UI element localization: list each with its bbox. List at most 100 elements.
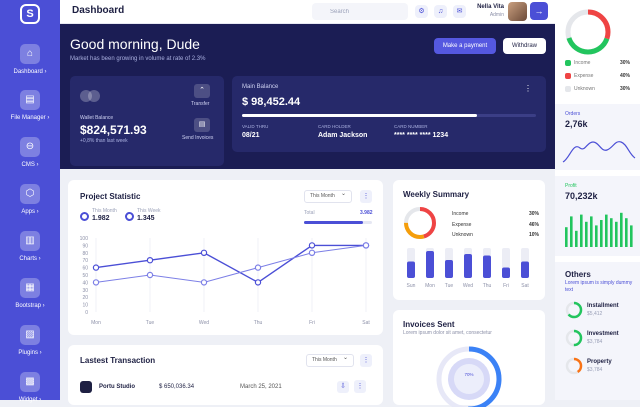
invoices-center-label: 70%	[464, 372, 474, 377]
balance-title: Main Balance	[242, 84, 279, 90]
profit-value: 70,232k	[565, 191, 598, 201]
weekly-donut	[404, 207, 436, 239]
right-unknown-pct: 30%	[620, 86, 631, 92]
valid-thru-value: 08/21	[242, 132, 260, 139]
total-progress-fill	[304, 221, 364, 224]
weekly-unknown-pct: 10%	[529, 232, 540, 238]
charts-icon: ▥	[20, 231, 40, 251]
sidebar-item-widget[interactable]: ▩ Widget ›	[0, 372, 60, 403]
balance-progress	[242, 114, 536, 117]
sidebar-item-label: File Manager ›	[10, 115, 50, 121]
balance-amount: $ 98,452.44	[242, 96, 301, 108]
data-point	[362, 242, 370, 249]
notification-icon[interactable]: ♫	[434, 5, 447, 18]
total-progress	[304, 221, 372, 224]
logout-button[interactable]: →	[530, 2, 548, 20]
profit-bar	[585, 221, 588, 247]
series-line	[95, 244, 367, 283]
profit-bar	[615, 221, 618, 247]
x-tick-label: Wed	[199, 320, 209, 326]
invoices-gauge	[436, 346, 502, 407]
month-select[interactable]: This Month	[306, 353, 354, 367]
series-line	[95, 244, 366, 284]
download-icon[interactable]: ⇩	[337, 381, 349, 393]
avatar[interactable]	[508, 2, 527, 21]
profit-bar	[600, 220, 603, 247]
investment-label: Investment	[587, 331, 619, 337]
weekly-expense-label: Expense	[452, 222, 472, 228]
summary-donut	[565, 9, 611, 55]
send-invoices-label[interactable]: Send Invoices	[182, 135, 214, 141]
hero-subtitle: Market has been growing in volume at rat…	[70, 56, 206, 62]
profit-bar	[565, 227, 568, 247]
data-point	[92, 279, 100, 286]
card-holder-label: CARD HOLDER	[318, 124, 351, 129]
sidebar-item-charts[interactable]: ▥ Charts ›	[0, 231, 60, 262]
bar	[483, 255, 491, 278]
user-name: Nella Vita	[477, 4, 504, 10]
profit-widget: Profit 70,232k	[555, 176, 640, 256]
more-icon[interactable]: ⋮	[354, 380, 366, 393]
sidebar-item-bootstrap[interactable]: ▦ Bootstrap ›	[0, 278, 60, 309]
data-point	[200, 279, 208, 286]
sidebar-item-file-manager[interactable]: ▤ File Manager ›	[0, 90, 60, 121]
profit-bar	[605, 214, 608, 247]
x-tick-label: Thu	[254, 320, 263, 326]
transaction-amount: $ 650,036.34	[159, 384, 195, 390]
invoice-icon[interactable]: ▤	[194, 118, 210, 132]
profit-label: Profit	[565, 183, 577, 189]
bar	[426, 251, 434, 278]
home-icon: ⌂	[20, 44, 40, 64]
top-bar: Dashboard ⚙ ♫ ✉ Nella Vita Admin →	[60, 0, 555, 24]
orders-value: 2,76k	[565, 119, 588, 129]
legend-this-month-value: 1.982	[92, 215, 110, 222]
withdraw-button[interactable]: Withdraw	[503, 38, 546, 54]
search-input[interactable]	[312, 3, 408, 20]
month-select[interactable]: This Month	[304, 189, 352, 203]
y-tick-label: 60	[82, 266, 88, 272]
balance-progress-fill	[242, 114, 478, 117]
sidebar-item-dashboard[interactable]: ⌂ Dashboard ›	[0, 44, 60, 75]
investment-icon	[565, 329, 583, 347]
card-number-label: CARD NUMBER	[394, 124, 428, 129]
logo[interactable]: S	[20, 4, 40, 24]
sidebar-item-plugins[interactable]: ▨ Plugins ›	[0, 325, 60, 356]
mail-icon[interactable]: ✉	[453, 5, 466, 18]
weekly-expense-pct: 46%	[529, 222, 540, 228]
data-point	[92, 264, 100, 271]
profit-bar	[575, 230, 578, 247]
more-icon[interactable]: ⋮	[524, 84, 532, 93]
widget-icon: ▩	[20, 372, 40, 392]
transfer-label[interactable]: Transfer	[191, 101, 210, 107]
sidebar-item-label: CMS ›	[21, 162, 39, 168]
x-tick-label: Tue	[445, 283, 454, 289]
more-icon[interactable]: ⋮	[360, 190, 372, 203]
sidebar: S ⌂ Dashboard › ▤ File Manager › ⊖ CMS ›…	[0, 0, 60, 403]
data-point	[146, 257, 154, 264]
card-brand-icon	[80, 90, 102, 102]
investment-value: $3,784	[587, 339, 603, 345]
others-widget: Others Lorem ipsum is simply dummy text …	[555, 262, 640, 400]
invoices-title: Invoices Sent	[403, 320, 455, 329]
x-tick-label: Fri	[309, 320, 315, 326]
total-label: Total	[304, 210, 315, 216]
others-subtitle: Lorem ipsum is simply dummy text	[565, 280, 633, 293]
apps-icon: ⬡	[20, 184, 40, 204]
bar	[464, 254, 472, 278]
transfer-icon[interactable]: ⌃	[194, 84, 210, 98]
more-icon[interactable]: ⋮	[360, 354, 372, 367]
wallet-card: Wallet Balance $824,571.93 +0,8% than la…	[70, 76, 224, 166]
card-number-value: **** **** **** 1234	[394, 132, 449, 139]
sidebar-item-cms[interactable]: ⊖ CMS ›	[0, 137, 60, 168]
profit-bar	[570, 216, 573, 247]
make-payment-button[interactable]: Make a payment	[434, 38, 496, 54]
data-point	[308, 242, 316, 249]
data-point	[146, 271, 154, 279]
legend-this-week-label: This Week	[137, 208, 161, 214]
settings-icon[interactable]: ⚙	[415, 5, 428, 18]
valid-thru-label: VALID THRU	[242, 124, 269, 129]
sidebar-item-apps[interactable]: ⬡ Apps ›	[0, 184, 60, 215]
data-point	[308, 249, 316, 256]
hero-banner: Good morning, Dude Market has been growi…	[60, 24, 555, 169]
